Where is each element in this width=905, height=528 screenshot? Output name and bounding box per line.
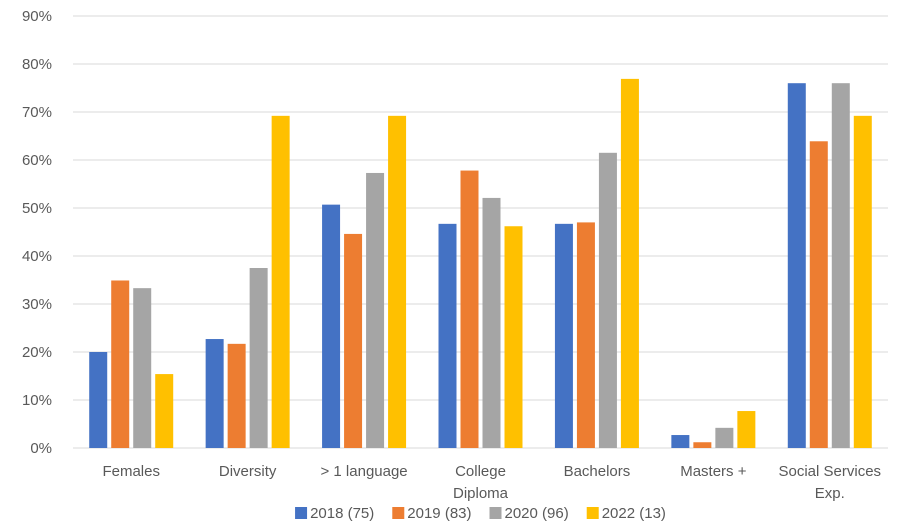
x-category-label: > 1 language	[320, 463, 407, 480]
x-category-label: Masters +	[680, 463, 747, 480]
gridlines	[73, 15, 888, 449]
bar	[249, 268, 268, 448]
bar	[598, 152, 617, 449]
y-tick-label: 70%	[22, 104, 52, 121]
x-category-label: College	[455, 463, 506, 480]
bar	[344, 233, 363, 448]
y-tick-label: 50%	[22, 200, 52, 217]
x-axis-category-labels: Females Diversity > 1 language College Diplo…	[102, 463, 881, 502]
bar	[620, 78, 639, 448]
bar	[322, 204, 341, 448]
x-category-label: Diversity	[219, 463, 277, 480]
bar	[205, 339, 224, 448]
bar	[111, 280, 130, 448]
bar	[715, 427, 734, 448]
bar	[693, 442, 712, 448]
bar	[671, 435, 690, 448]
bar	[133, 288, 152, 448]
bar	[737, 411, 756, 448]
y-tick-label: 40%	[22, 248, 52, 265]
bar	[482, 197, 501, 448]
legend-entry: 2020 (96)	[505, 505, 569, 522]
y-tick-label: 30%	[22, 296, 52, 313]
bar	[576, 222, 595, 448]
x-category-label: Diploma	[453, 485, 509, 502]
bar	[271, 115, 290, 448]
legend: 2018 (75) 2019 (83) 2020 (96) 2022 (13)	[295, 505, 666, 522]
x-category-label: Exp.	[815, 485, 845, 502]
legend-swatch	[392, 507, 405, 519]
legend-swatch	[489, 507, 502, 519]
y-tick-label: 80%	[22, 56, 52, 73]
bar	[366, 172, 385, 448]
x-category-label: Females	[102, 463, 160, 480]
bar	[831, 83, 850, 448]
legend-entry: 2022 (13)	[602, 505, 666, 522]
bars	[89, 78, 872, 449]
bar	[504, 226, 523, 448]
y-tick-label: 20%	[22, 344, 52, 361]
bar	[809, 141, 828, 448]
y-tick-label: 90%	[22, 8, 52, 25]
bar	[853, 115, 872, 448]
legend-swatch	[586, 507, 599, 519]
legend-entry: 2018 (75)	[310, 505, 374, 522]
bar	[554, 223, 573, 448]
legend-swatch	[295, 507, 308, 519]
x-category-label: Social Services	[779, 463, 882, 480]
legend-entry: 2019 (83)	[407, 505, 471, 522]
bar	[388, 115, 407, 448]
bar	[227, 343, 246, 448]
bar	[460, 170, 479, 448]
y-tick-label: 0%	[30, 440, 52, 457]
x-category-label: Bachelors	[564, 463, 631, 480]
bar	[438, 223, 457, 448]
bar	[89, 352, 108, 448]
bar	[155, 374, 174, 448]
bar	[787, 83, 806, 448]
y-tick-label: 10%	[22, 392, 52, 409]
y-axis-tick-labels: 0% 10% 20% 30% 40% 50% 60% 70% 80% 90%	[22, 8, 52, 457]
y-tick-label: 60%	[22, 152, 52, 169]
